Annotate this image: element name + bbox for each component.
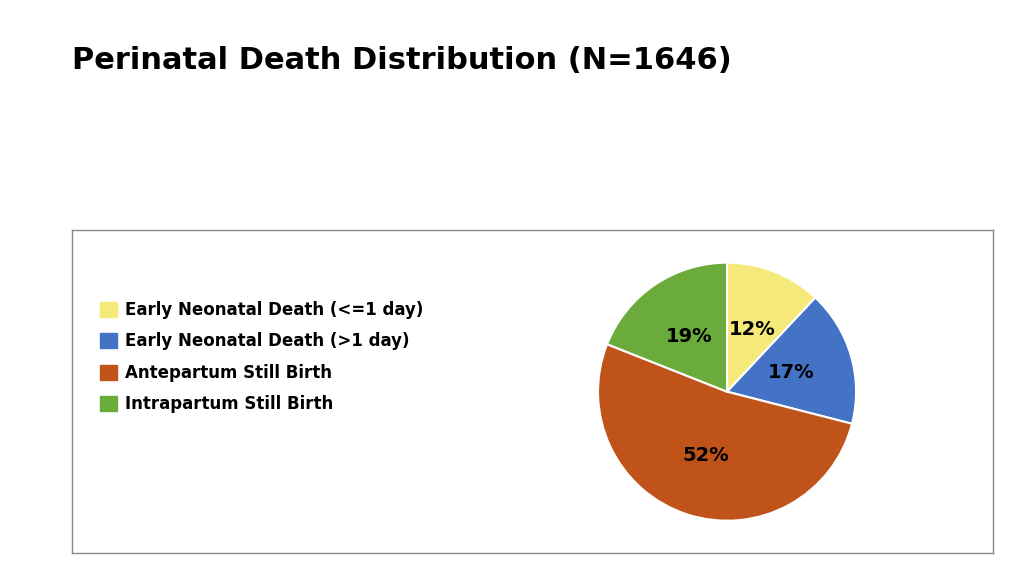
Text: 52%: 52%: [683, 446, 730, 465]
Legend: Early Neonatal Death (<=1 day), Early Neonatal Death (>1 day), Antepartum Still : Early Neonatal Death (<=1 day), Early Ne…: [100, 301, 424, 413]
Wedge shape: [727, 298, 856, 424]
Wedge shape: [727, 263, 815, 392]
Wedge shape: [598, 344, 852, 521]
Wedge shape: [607, 263, 727, 392]
Text: 12%: 12%: [728, 320, 775, 339]
Text: 19%: 19%: [666, 327, 713, 346]
Text: Perinatal Death Distribution (N=1646): Perinatal Death Distribution (N=1646): [72, 46, 731, 75]
Text: 17%: 17%: [768, 363, 815, 382]
